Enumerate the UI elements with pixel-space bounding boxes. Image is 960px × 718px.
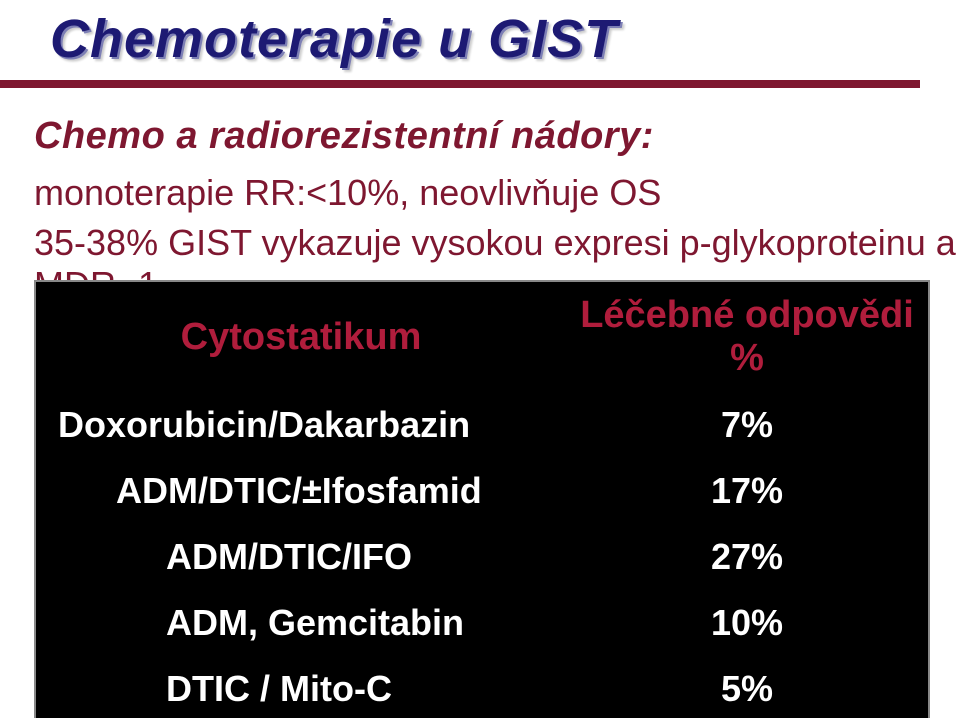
- table-row: ADM/DTIC/IFO 27%: [36, 524, 928, 590]
- title-rule: [0, 80, 920, 88]
- drug-cell: ADM/DTIC/±Ifosfamid: [36, 458, 566, 524]
- sub-line-2: monoterapie RR:<10%, neovlivňuje OS: [34, 172, 661, 214]
- drug-cell: ADM/DTIC/IFO: [36, 524, 566, 590]
- table-row: Doxorubicin/Dakarbazin 7%: [36, 392, 928, 458]
- table-row: ADM, Gemcitabin 10%: [36, 590, 928, 656]
- drug-cell: ADM, Gemcitabin: [36, 590, 566, 656]
- col-header-response: Léčebné odpovědi %: [566, 282, 928, 392]
- drug-cell: Doxorubicin/Dakarbazin: [36, 392, 566, 458]
- response-cell: 17%: [566, 458, 928, 524]
- response-cell: 7%: [566, 392, 928, 458]
- table-header-row: Cytostatikum Léčebné odpovědi %: [36, 282, 928, 392]
- response-cell: 10%: [566, 590, 928, 656]
- table-row: DTIC / Mito-C 5%: [36, 656, 928, 718]
- slide-title: Chemoterapie u GIST: [50, 8, 618, 70]
- response-cell: 5%: [566, 656, 928, 718]
- drug-cell: DTIC / Mito-C: [36, 656, 566, 718]
- subtitle: Chemo a radiorezistentní nádory:: [34, 115, 654, 158]
- table-row: ADM/DTIC/±Ifosfamid 17%: [36, 458, 928, 524]
- col-header-drug: Cytostatikum: [36, 304, 566, 371]
- response-cell: 27%: [566, 524, 928, 590]
- response-table: Cytostatikum Léčebné odpovědi % Doxorubi…: [34, 280, 930, 718]
- slide: Chemoterapie u GIST Chemo a radioreziste…: [0, 0, 960, 718]
